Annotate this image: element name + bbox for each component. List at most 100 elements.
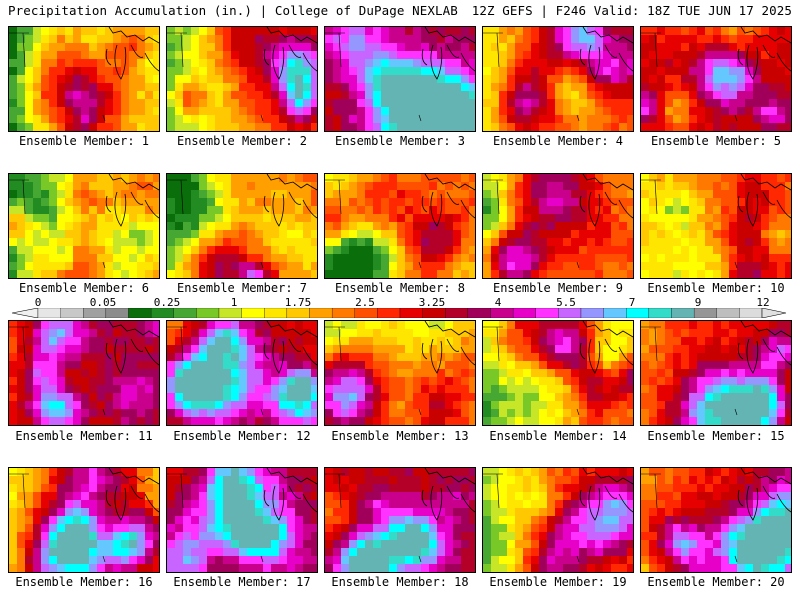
scale-tick-label: 1.75 (284, 296, 312, 309)
scale-swatch (490, 308, 514, 318)
scale-swatch (467, 308, 491, 318)
ensemble-panel-5 (640, 26, 792, 132)
ensemble-member-label: Ensemble Member: 19 (489, 575, 627, 589)
state-border-lines (9, 473, 106, 563)
ensemble-panel-3 (324, 26, 476, 132)
state-border-lines (325, 32, 422, 122)
precip-map (483, 321, 633, 425)
state-border-lines (483, 179, 580, 269)
scale-swatch (716, 308, 740, 318)
ensemble-panel-20 (640, 467, 792, 573)
scale-swatch (128, 308, 152, 318)
precip-map (9, 27, 159, 131)
ensemble-member-label: Ensemble Member: 9 (492, 281, 624, 295)
great-lakes-outline (579, 27, 633, 80)
scale-swatch (105, 308, 129, 318)
scale-swatch (626, 308, 650, 318)
great-lakes-outline (105, 468, 159, 521)
precip-map (167, 174, 317, 278)
scale-swatch (558, 308, 582, 318)
ensemble-panel-15 (640, 320, 792, 426)
scale-swatch (422, 308, 446, 318)
ensemble-panel-13 (324, 320, 476, 426)
ensemble-panel-17 (166, 467, 318, 573)
scale-swatch (535, 308, 559, 318)
state-border-lines (641, 473, 738, 563)
precip-map (641, 468, 791, 572)
precip-map (167, 468, 317, 572)
ensemble-member-label: Ensemble Member: 16 (15, 575, 153, 589)
precip-map (325, 27, 475, 131)
scale-swatch (445, 308, 469, 318)
state-border-lines (9, 179, 106, 269)
scale-tick-label: 1 (230, 296, 238, 309)
scale-min-arrow (11, 308, 39, 318)
scale-tick-label: 3.25 (418, 296, 446, 309)
scale-swatch (648, 308, 672, 318)
scale-swatch (37, 308, 61, 318)
ensemble-member-label: Ensemble Member: 10 (647, 281, 785, 295)
ensemble-panel-16 (8, 467, 160, 573)
great-lakes-outline (737, 321, 791, 374)
great-lakes-outline (421, 27, 475, 80)
ensemble-panel-11 (8, 320, 160, 426)
precip-map (483, 174, 633, 278)
precip-map (641, 174, 791, 278)
scale-swatch (512, 308, 536, 318)
great-lakes-outline (263, 174, 317, 227)
scale-swatch (603, 308, 627, 318)
precip-map (325, 321, 475, 425)
ensemble-panel-10 (640, 173, 792, 279)
great-lakes-outline (263, 468, 317, 521)
precip-map (9, 174, 159, 278)
scale-swatch (218, 308, 242, 318)
state-border-lines (483, 32, 580, 122)
ensemble-member-label: Ensemble Member: 13 (331, 429, 469, 443)
state-border-lines (9, 32, 106, 122)
precip-map (167, 321, 317, 425)
scale-tick-label: 0 (34, 296, 42, 309)
great-lakes-outline (737, 27, 791, 80)
scale-tick-label: 7 (628, 296, 636, 309)
ensemble-panel-1 (8, 26, 160, 132)
great-lakes-outline (105, 321, 159, 374)
scale-swatch (354, 308, 378, 318)
state-border-lines (641, 179, 738, 269)
precip-map (325, 468, 475, 572)
scale-swatch (241, 308, 265, 318)
ensemble-member-label: Ensemble Member: 17 (173, 575, 311, 589)
great-lakes-outline (421, 174, 475, 227)
state-border-lines (483, 473, 580, 563)
state-border-lines (325, 179, 422, 269)
scale-swatch (580, 308, 604, 318)
scale-tick-label: 2.5 (355, 296, 375, 309)
ensemble-panel-4 (482, 26, 634, 132)
run-info: 12Z GEFS | F246 Valid: 18Z TUE JUN 17 20… (471, 3, 792, 18)
state-border-lines (167, 179, 264, 269)
precip-map (483, 468, 633, 572)
scale-max-arrow (761, 308, 787, 318)
scale-swatch (60, 308, 84, 318)
precip-map (641, 27, 791, 131)
scale-swatch (671, 308, 695, 318)
ensemble-panel-19 (482, 467, 634, 573)
ensemble-panel-2 (166, 26, 318, 132)
scale-swatch (739, 308, 763, 318)
precip-map (9, 321, 159, 425)
ensemble-member-label: Ensemble Member: 3 (334, 134, 466, 148)
scale-tick-label: 0.05 (89, 296, 117, 309)
ensemble-member-label: Ensemble Member: 5 (650, 134, 782, 148)
ensemble-panel-6 (8, 173, 160, 279)
scale-tick-label: 4 (494, 296, 502, 309)
precip-map (325, 174, 475, 278)
scale-swatch (264, 308, 288, 318)
ensemble-panel-18 (324, 467, 476, 573)
precip-map (641, 321, 791, 425)
color-scale: 0 0.05 0.25 1 1.75 2.5 3.25 4 5.5 7 9 12 (0, 296, 800, 320)
great-lakes-outline (263, 27, 317, 80)
scale-swatch (150, 308, 174, 318)
scale-swatch (196, 308, 220, 318)
ensemble-member-label: Ensemble Member: 18 (331, 575, 469, 589)
state-border-lines (167, 473, 264, 563)
scale-tick-label: 5.5 (556, 296, 576, 309)
